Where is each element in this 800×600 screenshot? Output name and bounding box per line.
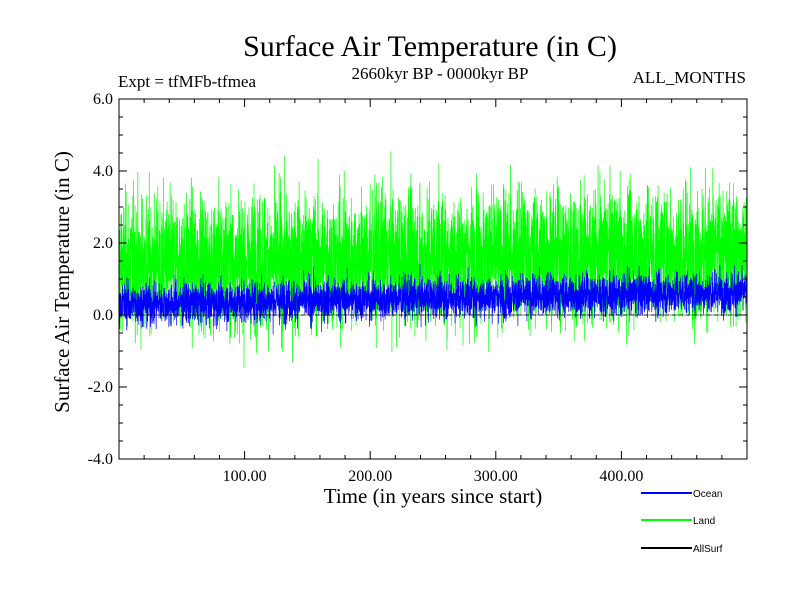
x-tick-label: 400.00 [599,468,643,485]
x-tick-label: 100.00 [223,468,267,485]
months-label: ALL_MONTHS [633,68,746,87]
y-tick-label: 2.0 [93,235,113,252]
time-range-label: 2660kyr BP - 0000kyr BP [352,64,529,83]
series-ocean-line [119,264,747,335]
y-tick-label: -4.0 [88,451,113,468]
legend: Ocean Land AllSurf [641,489,723,555]
y-tick-label: 4.0 [93,163,113,180]
y-tick-label: 6.0 [93,91,113,108]
chart-title: Surface Air Temperature (in C) [243,30,617,63]
experiment-label: Expt = tfMFb-tfmea [118,72,256,91]
y-tick-label: -2.0 [88,379,113,396]
y-axis-label: Surface Air Temperature (in C) [50,151,74,413]
x-tick-label: 200.00 [348,468,392,485]
legend-label-allsurf: AllSurf [693,544,723,555]
series-land-line [119,151,747,368]
y-tick-label: 0.0 [93,307,113,324]
legend-label-ocean: Ocean [693,489,722,500]
legend-label-land: Land [693,516,715,527]
x-tick-label: 300.00 [474,468,518,485]
x-axis-label: Time (in years since start) [324,484,543,508]
